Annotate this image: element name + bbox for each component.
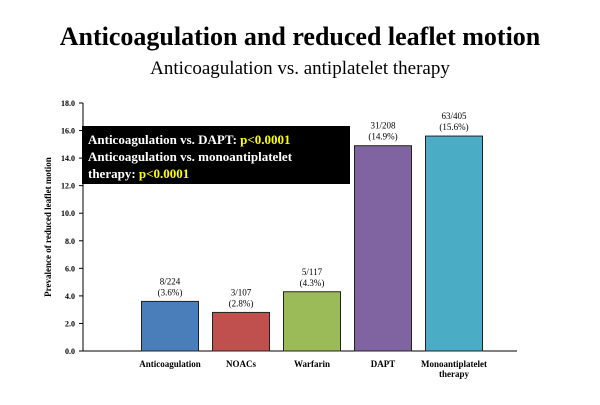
y-tick-label: 0.0 xyxy=(65,347,75,356)
significance-annotation-box: Anticoagulation vs. DAPT: p<0.0001 Antic… xyxy=(82,126,350,184)
x-category-label: Warfarin xyxy=(294,359,330,369)
annotation-line-3-pvalue: p<0.0001 xyxy=(138,166,190,181)
bar-warfarin xyxy=(283,291,341,352)
bar-count-label: 5/117 xyxy=(302,267,323,277)
y-tick-label: 18.0 xyxy=(61,99,75,108)
annotation-line-3-text: therapy: xyxy=(88,166,139,181)
annotation-line-3: therapy: p<0.0001 xyxy=(88,165,344,182)
bar-noacs xyxy=(212,311,270,352)
bar-count-label: 31/208 xyxy=(370,121,396,131)
bar-dapt xyxy=(354,145,412,352)
bar-percent-label: (2.8%) xyxy=(229,298,254,308)
bar-count-label: 63/405 xyxy=(441,111,467,121)
annotation-line-1: Anticoagulation vs. DAPT: p<0.0001 xyxy=(88,131,344,148)
bar-anticoagulation xyxy=(141,300,199,352)
y-tick-label: 4.0 xyxy=(65,292,75,301)
bar-percent-label: (15.6%) xyxy=(439,122,468,132)
y-axis-label: Prevalence of reduced leaflet motion xyxy=(43,157,53,297)
bar-percent-label: (3.6%) xyxy=(158,287,183,297)
x-category-label: therapy xyxy=(439,369,469,379)
bar-count-label: 8/224 xyxy=(160,276,181,286)
annotation-line-2: Anticoagulation vs. monoantiplatelet xyxy=(88,149,293,164)
y-tick-label: 6.0 xyxy=(65,264,75,273)
chart-subtitle: Anticoagulation vs. antiplatelet therapy xyxy=(150,58,450,79)
y-tick-label: 2.0 xyxy=(65,319,75,328)
y-tick-label: 12.0 xyxy=(61,182,75,191)
bar-count-label: 3/107 xyxy=(231,287,252,297)
x-category-label: NOACs xyxy=(226,359,256,369)
chart-title: Anticoagulation and reduced leaflet moti… xyxy=(59,22,541,51)
x-category-label: Monoantiplatelet xyxy=(421,359,487,369)
y-tick-label: 10.0 xyxy=(61,209,75,218)
x-category-label: Anticoagulation xyxy=(139,359,201,369)
y-tick-label: 8.0 xyxy=(65,237,75,246)
annotation-line-1-pvalue: p<0.0001 xyxy=(240,132,291,147)
bar-percent-label: (4.3%) xyxy=(300,278,325,288)
y-tick-label: 16.0 xyxy=(61,127,75,136)
annotation-line-1-text: Anticoagulation vs. DAPT: xyxy=(88,132,241,147)
y-tick-label: 14.0 xyxy=(61,154,75,163)
x-category-label: DAPT xyxy=(371,359,396,369)
bar-percent-label: (14.9%) xyxy=(368,132,397,142)
bar-monoantiplatelet-therapy xyxy=(425,135,483,352)
